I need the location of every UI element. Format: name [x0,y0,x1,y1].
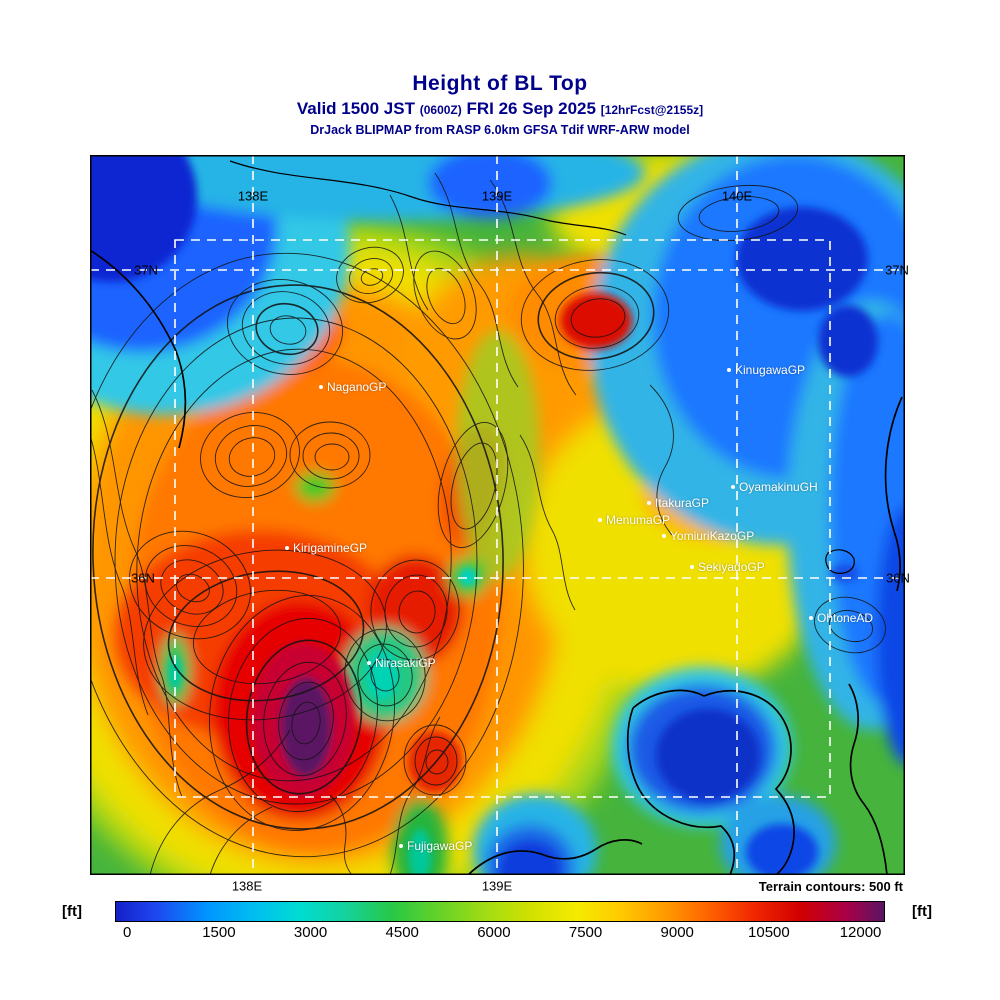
colorbar-tick-label: 12000 [839,924,882,941]
coastline-lines [90,160,903,875]
terrain-contours-note: Terrain contours: 500 ft [758,879,903,894]
colorbar-tick-label: 0 [123,924,132,941]
colorbar-tick-label: 1500 [202,924,236,941]
colorbar-tick-label: 9000 [660,924,694,941]
chart-title: Height of BL Top [412,72,588,95]
lon-label-bottom: 138E [231,878,263,894]
colorbar-tick-label: 4500 [385,924,419,941]
title-block: Height of BL Top Valid 1500 JST (0600Z) … [0,72,1000,137]
valid-prefix: Valid 1500 JST [296,99,415,118]
colorbar-gradient [116,902,884,921]
map-svg [90,155,905,875]
forecast-tag: [12hrFcst@2155z] [600,103,704,117]
terrain-contour-lines [90,172,886,875]
latlon-dashed-grid [90,155,905,875]
colorbar-tick-label: 6000 [477,924,511,941]
colorbar-tick-label: 3000 [293,924,328,941]
colorbar-unit-left: [ft] [62,903,82,920]
colorbar [115,901,885,922]
colorbar-tick-label: 10500 [748,924,790,941]
map-panel [90,155,905,875]
model-line: DrJack BLIPMAP from RASP 6.0km GFSA Tdif… [310,123,690,137]
map-border [90,155,905,875]
colorbar-unit-right: [ft] [912,903,932,920]
valid-zulu: (0600Z) [419,103,462,117]
valid-time-line: Valid 1500 JST (0600Z) FRI 26 Sep 2025 [… [0,99,1000,119]
field-medium-blobs [90,155,905,875]
valid-date: FRI 26 Sep 2025 [466,99,596,118]
lon-label-bottom: 139E [481,878,513,894]
colorbar-ticks: 0 1500 3000 4500 6000 7500 9000 10500 12000 [115,924,885,944]
colorbar-tick-label: 7500 [568,924,603,941]
